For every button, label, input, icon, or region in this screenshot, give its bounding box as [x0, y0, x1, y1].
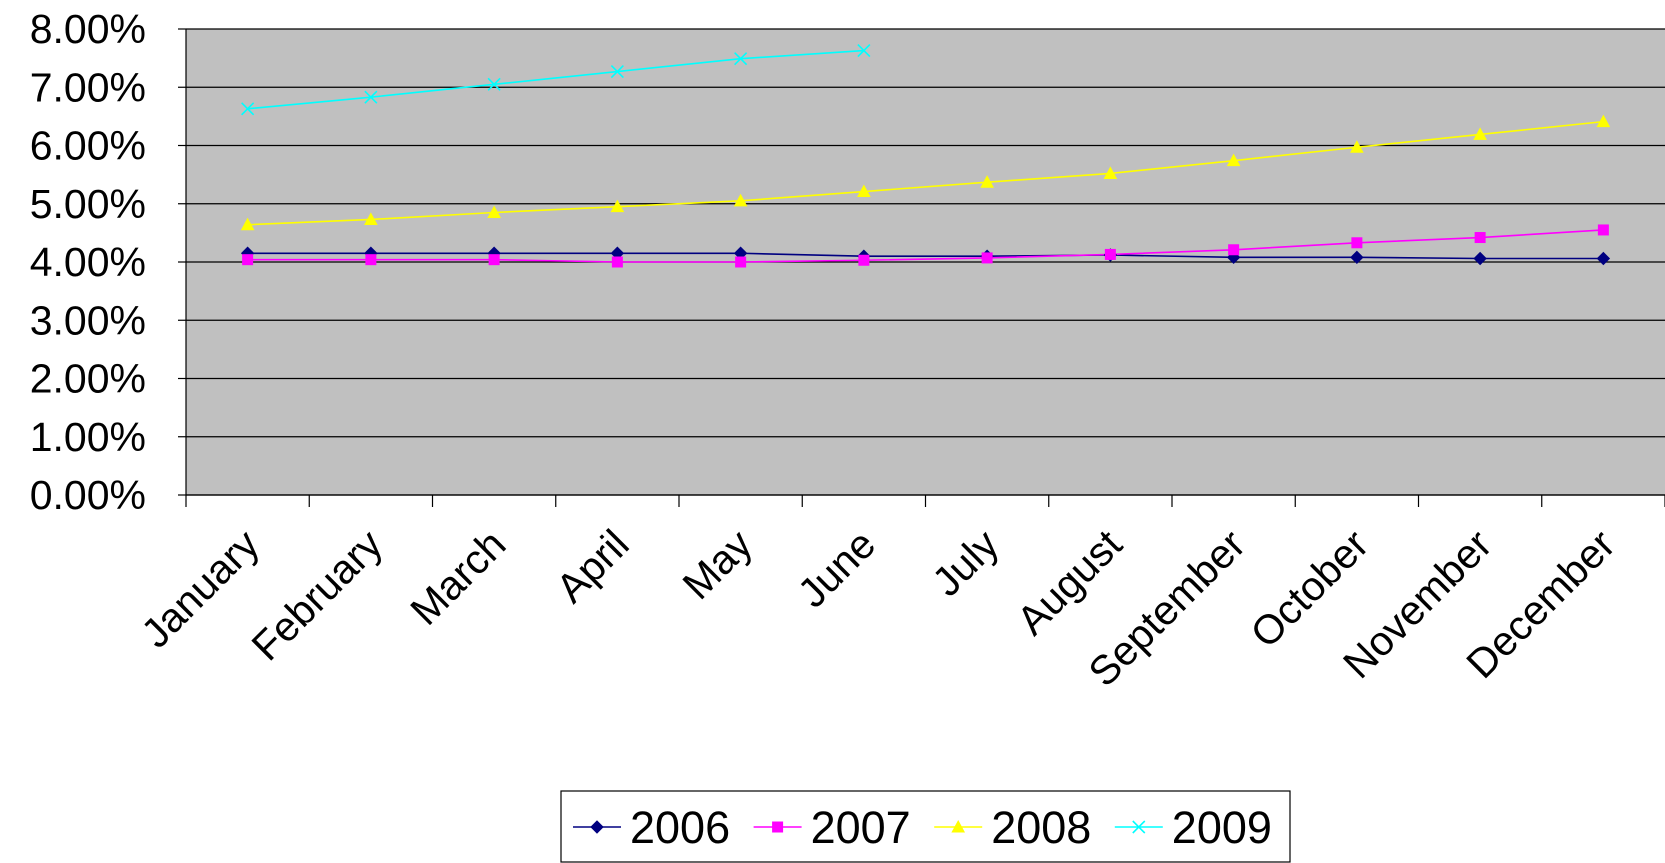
x-tick-label: July [923, 520, 1007, 604]
marker [735, 256, 747, 268]
marker [1597, 224, 1609, 236]
marker [365, 254, 377, 266]
y-tick-label: 5.00% [30, 181, 146, 227]
marker [1351, 237, 1363, 249]
marker [487, 205, 501, 218]
y-tick-label: 6.00% [30, 123, 146, 169]
y-tick-label: 8.00% [30, 6, 146, 52]
y-tick-label: 0.00% [30, 472, 146, 518]
marker [611, 256, 623, 268]
marker [1473, 127, 1487, 140]
series-line [247, 252, 1604, 260]
x-tick-label: June [789, 521, 884, 616]
marker [1104, 248, 1116, 260]
marker [241, 102, 255, 116]
marker [733, 193, 748, 207]
marker [1596, 251, 1611, 266]
marker [487, 77, 501, 91]
marker [610, 64, 624, 79]
x-tick-label: August [1008, 520, 1131, 643]
marker [857, 184, 871, 198]
marker [858, 254, 870, 266]
x-tick-label: March [401, 521, 514, 634]
legend-box [560, 790, 1291, 863]
x-tick-label: May [674, 520, 762, 608]
marker [981, 252, 993, 264]
marker [590, 820, 604, 834]
marker [1132, 820, 1146, 834]
marker [857, 43, 871, 58]
series-line [247, 229, 1604, 263]
series-line [247, 120, 1604, 226]
legend-label: 2008 [991, 802, 1091, 853]
marker [980, 175, 994, 188]
y-tick-label: 1.00% [30, 414, 146, 460]
marker [772, 821, 784, 833]
marker [364, 90, 378, 104]
y-tick-label: 3.00% [30, 297, 146, 343]
marker [1473, 251, 1487, 266]
legend-label: 2006 [630, 802, 730, 853]
marker [1228, 244, 1240, 256]
marker [1474, 232, 1486, 244]
marker [1596, 114, 1611, 128]
marker [610, 199, 625, 213]
y-tick-label: 4.00% [30, 239, 146, 285]
marker [734, 52, 748, 66]
legend-label: 2007 [811, 802, 911, 853]
y-tick-label: 7.00% [30, 64, 146, 110]
marker [364, 212, 378, 225]
marker [242, 254, 254, 266]
x-tick-label: February [243, 520, 392, 669]
marker [1103, 166, 1118, 179]
marker [240, 217, 255, 231]
x-tick-label: April [547, 521, 638, 612]
legend-label: 2009 [1172, 802, 1272, 853]
series-line [247, 49, 864, 110]
y-tick-label: 2.00% [30, 356, 146, 402]
marker [488, 254, 500, 266]
marker [1226, 153, 1241, 167]
marker [1350, 140, 1364, 153]
marker [1350, 250, 1364, 265]
marker [951, 819, 966, 833]
